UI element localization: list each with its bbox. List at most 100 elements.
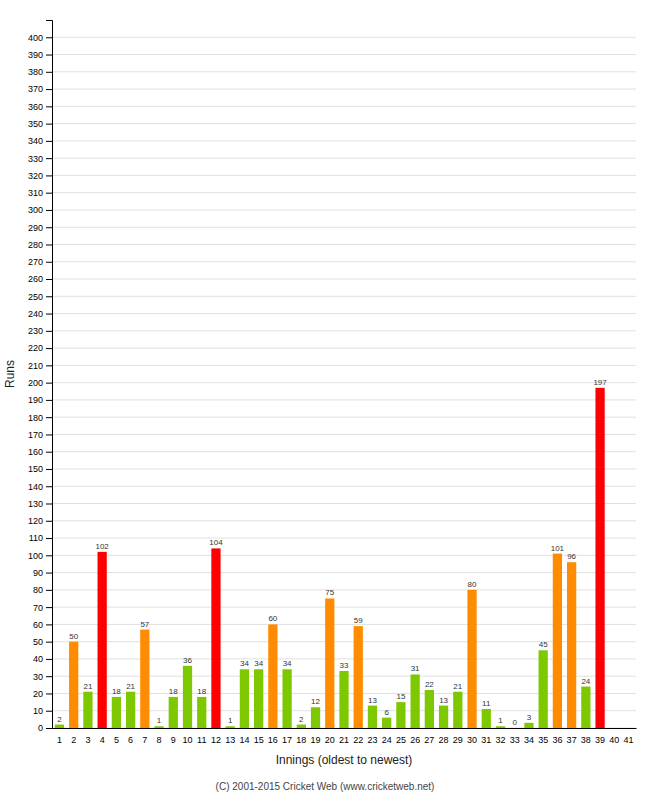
y-axis: 0102030405060708090100110120130140150160…	[28, 21, 53, 734]
y-tick: 390	[28, 50, 52, 60]
bar	[382, 718, 391, 728]
x-tick-label: 21	[339, 735, 349, 745]
y-tick-label: 120	[28, 516, 43, 526]
y-tick-mark	[46, 55, 52, 56]
x-tick: 21	[339, 735, 349, 745]
data-label: 104	[209, 538, 223, 547]
y-tick: 280	[28, 240, 52, 250]
bar	[581, 687, 590, 728]
y-tick-label: 300	[28, 205, 43, 215]
y-tick: 320	[28, 171, 52, 181]
y-axis-line	[46, 21, 53, 729]
grid-line	[52, 123, 636, 124]
data-label: 34	[283, 659, 292, 668]
grid-line	[52, 555, 636, 556]
y-tick: 290	[28, 223, 52, 233]
bar	[368, 706, 377, 728]
bar	[482, 709, 491, 728]
data-label: 21	[453, 682, 462, 691]
y-tick-label: 50	[33, 637, 43, 647]
x-axis-title: Innings (oldest to newest)	[276, 753, 413, 767]
y-tick: 60	[33, 620, 52, 630]
y-tick-mark	[46, 676, 52, 677]
data-label: 50	[69, 632, 78, 641]
x-tick-label: 19	[311, 735, 321, 745]
grid-line	[52, 417, 636, 418]
x-tick-label: 4	[100, 735, 105, 745]
y-tick-label: 20	[33, 689, 43, 699]
y-tick: 10	[33, 706, 52, 716]
bar	[140, 630, 149, 728]
y-tick-label: 170	[28, 430, 43, 440]
y-tick-label: 290	[28, 223, 43, 233]
y-tick-mark	[46, 383, 52, 384]
bar	[169, 697, 178, 728]
data-label: 12	[311, 697, 320, 706]
x-tick: 12	[211, 735, 221, 745]
grid-line	[52, 486, 636, 487]
bar	[425, 690, 434, 728]
x-tick-label: 32	[495, 735, 505, 745]
y-tick: 80	[33, 585, 52, 595]
grid-line	[52, 279, 636, 280]
x-tick-label: 15	[254, 735, 264, 745]
y-tick: 50	[33, 637, 52, 647]
y-tick-label: 250	[28, 292, 43, 302]
bar	[311, 707, 320, 728]
grid-line	[52, 244, 636, 245]
grid-line	[52, 658, 636, 659]
x-tick-label: 7	[142, 735, 147, 745]
grid-line	[52, 382, 636, 383]
grid-line	[52, 451, 636, 452]
grid-line	[52, 330, 636, 331]
y-tick: 40	[33, 654, 52, 664]
y-tick-label: 90	[33, 568, 43, 578]
bar	[439, 706, 448, 728]
x-tick: 24	[382, 735, 392, 745]
y-tick: 210	[28, 361, 52, 371]
plot-area: 0102030405060708090100110120130140150160…	[28, 21, 637, 746]
x-tick: 39	[595, 735, 605, 745]
y-tick-label: 150	[28, 464, 43, 474]
data-label: 1	[498, 716, 503, 725]
y-tick: 100	[28, 551, 52, 561]
x-tick-label: 11	[197, 735, 206, 745]
bar	[282, 669, 291, 728]
y-tick: 20	[33, 689, 52, 699]
bar	[297, 725, 306, 728]
x-tick-label: 16	[268, 735, 278, 745]
x-tick-label: 23	[367, 735, 377, 745]
x-tick-label: 34	[524, 735, 534, 745]
y-tick-label: 200	[28, 378, 43, 388]
y-tick-mark	[46, 37, 52, 38]
data-label: 15	[396, 692, 405, 701]
bar	[567, 562, 576, 728]
x-tick-label: 5	[114, 735, 119, 745]
y-tick-label: 140	[28, 482, 43, 492]
footer: (C) 2001-2015 Cricket Web (www.cricketwe…	[216, 781, 435, 792]
x-tick: 34	[524, 735, 534, 745]
y-tick: 380	[28, 67, 52, 77]
grid-line	[52, 158, 636, 159]
x-tick-label: 18	[296, 735, 306, 745]
bar	[83, 692, 92, 728]
y-tick: 0	[38, 723, 52, 733]
grid-line	[52, 538, 636, 539]
y-tick-label: 210	[28, 361, 43, 371]
x-tick-label: 40	[609, 735, 619, 745]
y-tick-label: 320	[28, 171, 43, 181]
x-tick: 5	[114, 735, 119, 745]
x-tick-label: 6	[128, 735, 133, 745]
bar	[112, 697, 121, 728]
x-tick-label: 13	[225, 735, 235, 745]
y-tick-mark	[46, 193, 52, 194]
bar	[595, 388, 604, 728]
y-tick-mark	[46, 642, 52, 643]
data-label: 1	[157, 716, 162, 725]
x-tick: 7	[142, 735, 147, 745]
grid-line	[52, 572, 636, 573]
x-tick-label: 30	[467, 735, 477, 745]
grid-line	[52, 261, 636, 262]
data-label: 11	[482, 699, 491, 708]
y-tick: 350	[28, 119, 52, 129]
